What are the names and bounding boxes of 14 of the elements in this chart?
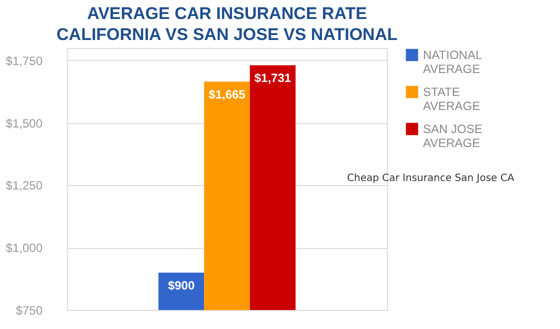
chart-title: AVERAGE CAR INSURANCE RATE: [87, 4, 367, 23]
y-tick-label: $1,000: [6, 241, 43, 256]
y-tick-label: $1,750: [6, 54, 43, 68]
legend-label: NATIONAL AVERAGE: [423, 48, 482, 76]
y-tick-label: $1,250: [6, 178, 43, 193]
annotation: Cheap Car Insurance San Jose CA: [347, 173, 514, 184]
legend-label: STATE AVERAGE: [423, 85, 480, 113]
chart-subtitle: CALIFORNIA VS SAN JOSE VS NATIONAL: [56, 25, 398, 44]
y-tick-label: $1,500: [6, 116, 43, 130]
data-label: $1,731: [254, 71, 292, 86]
data-label: $900: [168, 278, 195, 293]
legend-label: SAN JOSE AVERAGE: [423, 122, 482, 150]
data-label: $1,665: [208, 88, 246, 102]
y-tick-label: $750: [16, 304, 43, 318]
